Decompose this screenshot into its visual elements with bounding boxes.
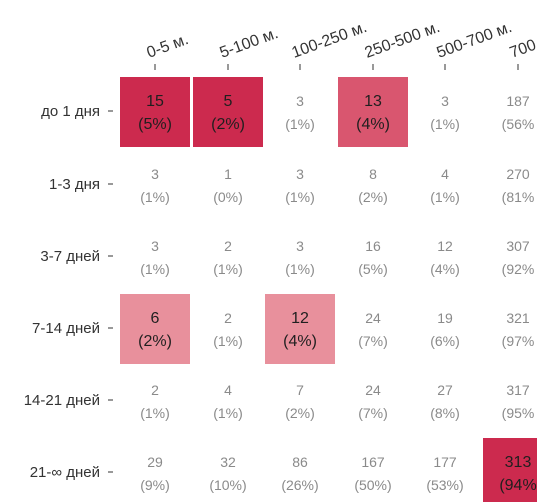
y-tick-label: 21-∞ дней xyxy=(30,464,100,481)
cell-value-label: 13 xyxy=(364,93,382,110)
heatmap-cell xyxy=(193,77,263,147)
cell-value-label: 313 xyxy=(505,454,532,471)
cell-percent-label: (1%) xyxy=(430,189,460,205)
cell-percent-label: (50%) xyxy=(354,477,391,493)
cell-percent-label: (56% xyxy=(502,116,535,132)
y-tick-label: 3-7 дней xyxy=(40,248,100,265)
y-tick-label: 7-14 дней xyxy=(32,320,100,337)
cell-percent-label: (7%) xyxy=(358,405,388,421)
heatmap-cell xyxy=(120,77,190,147)
cell-percent-label: (26%) xyxy=(281,477,318,493)
cell-percent-label: (1%) xyxy=(213,261,243,277)
cell-value-label: 321 xyxy=(506,310,530,326)
cell-value-label: 2 xyxy=(224,310,232,326)
x-tick-label: 700 xyxy=(508,37,537,62)
cell-percent-label: (94% xyxy=(499,477,536,494)
cell-value-label: 16 xyxy=(365,238,381,254)
cell-percent-label: (95% xyxy=(502,405,535,421)
cell-value-label: 167 xyxy=(361,454,385,470)
cell-value-label: 3 xyxy=(296,93,304,109)
cell-percent-label: (10%) xyxy=(209,477,246,493)
cell-percent-label: (1%) xyxy=(285,189,315,205)
cell-value-label: 317 xyxy=(506,382,530,398)
x-tick-label: 5-100 м. xyxy=(218,25,281,62)
cell-value-label: 3 xyxy=(151,238,159,254)
x-tick-label: 500-700 м. xyxy=(435,19,515,62)
cell-value-label: 8 xyxy=(369,166,377,182)
cell-percent-label: (0%) xyxy=(213,189,243,205)
heatmap-cell xyxy=(338,77,408,147)
cell-percent-label: (1%) xyxy=(140,261,170,277)
cell-percent-label: (5%) xyxy=(138,116,172,133)
cell-percent-label: (8%) xyxy=(430,405,460,421)
cell-percent-label: (1%) xyxy=(213,333,243,349)
cell-percent-label: (1%) xyxy=(213,405,243,421)
cell-percent-label: (81% xyxy=(502,189,535,205)
cell-percent-label: (4%) xyxy=(430,261,460,277)
cell-percent-label: (2%) xyxy=(285,405,315,421)
cell-value-label: 19 xyxy=(437,310,453,326)
cell-value-label: 4 xyxy=(224,382,232,398)
x-tick-label: 100-250 м. xyxy=(290,19,370,62)
y-tick-label: 1-3 дня xyxy=(49,176,100,193)
heatmap-cell xyxy=(120,294,190,364)
cell-value-label: 12 xyxy=(437,238,453,254)
x-tick-label: 0-5 м. xyxy=(145,31,191,62)
cell-value-label: 32 xyxy=(220,454,236,470)
cell-value-label: 3 xyxy=(151,166,159,182)
cell-percent-label: (5%) xyxy=(358,261,388,277)
cell-percent-label: (2%) xyxy=(211,116,245,133)
cell-percent-label: (53%) xyxy=(426,477,463,493)
cell-value-label: 7 xyxy=(296,382,304,398)
cell-percent-label: (92% xyxy=(502,261,535,277)
cell-percent-label: (1%) xyxy=(430,116,460,132)
cell-value-label: 2 xyxy=(224,238,232,254)
cell-percent-label: (1%) xyxy=(140,405,170,421)
cell-value-label: 177 xyxy=(433,454,457,470)
cell-value-label: 27 xyxy=(437,382,453,398)
cell-value-label: 3 xyxy=(441,93,449,109)
cell-percent-label: (1%) xyxy=(285,261,315,277)
heatmap-cell xyxy=(483,438,537,502)
cell-value-label: 4 xyxy=(441,166,449,182)
cell-value-label: 86 xyxy=(292,454,308,470)
cell-percent-label: (7%) xyxy=(358,333,388,349)
cell-value-label: 2 xyxy=(151,382,159,398)
cell-percent-label: (2%) xyxy=(138,333,172,350)
cell-value-label: 307 xyxy=(506,238,530,254)
cell-percent-label: (4%) xyxy=(356,116,390,133)
cell-value-label: 5 xyxy=(224,93,233,110)
cell-percent-label: (9%) xyxy=(140,477,170,493)
cell-value-label: 29 xyxy=(147,454,163,470)
heatmap-cell xyxy=(265,294,335,364)
cell-percent-label: (1%) xyxy=(140,189,170,205)
cell-value-label: 270 xyxy=(506,166,530,182)
cell-value-label: 3 xyxy=(296,166,304,182)
cell-value-label: 3 xyxy=(296,238,304,254)
x-tick-label: 250-500 м. xyxy=(363,19,443,62)
cell-percent-label: (6%) xyxy=(430,333,460,349)
cell-percent-label: (4%) xyxy=(283,333,317,350)
cell-value-label: 1 xyxy=(224,166,232,182)
cell-value-label: 12 xyxy=(291,310,309,327)
cell-value-label: 24 xyxy=(365,382,381,398)
cell-percent-label: (1%) xyxy=(285,116,315,132)
cell-value-label: 187 xyxy=(506,93,530,109)
y-tick-label: 14-21 дней xyxy=(24,392,100,409)
cell-value-label: 15 xyxy=(146,93,164,110)
cell-value-label: 24 xyxy=(365,310,381,326)
cell-value-label: 6 xyxy=(151,310,160,327)
cell-percent-label: (2%) xyxy=(358,189,388,205)
cell-percent-label: (97% xyxy=(502,333,535,349)
y-tick-label: до 1 дня xyxy=(41,103,100,120)
